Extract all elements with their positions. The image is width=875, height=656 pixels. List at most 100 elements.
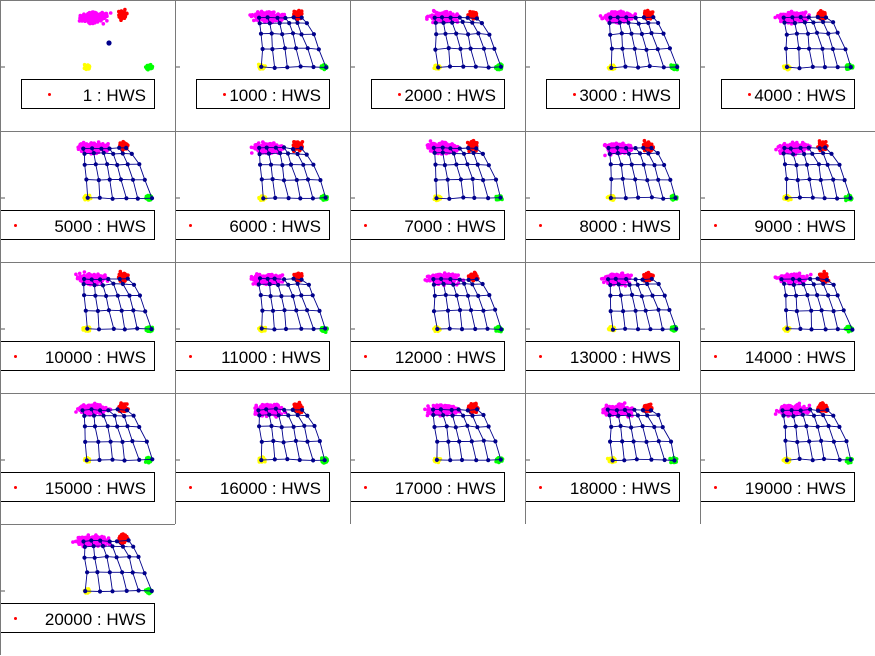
network-node	[81, 282, 86, 287]
legend-marker-icon	[14, 617, 17, 620]
network-node	[451, 282, 456, 287]
network-node	[782, 281, 787, 286]
network-node	[131, 544, 136, 549]
network-node	[298, 196, 303, 201]
network-node	[608, 162, 613, 167]
legend-label: 18000 : HWS	[569, 479, 671, 498]
network-node	[641, 162, 646, 167]
network-node	[84, 177, 89, 182]
network-node	[784, 176, 789, 182]
network-node	[265, 15, 270, 20]
network-mesh	[781, 145, 853, 201]
network-node	[789, 408, 794, 413]
network-node	[487, 32, 492, 37]
network-node	[808, 276, 813, 281]
subplot-axes	[351, 8, 504, 72]
network-node	[91, 413, 97, 418]
network-node	[608, 309, 613, 314]
network-node	[311, 458, 316, 463]
network-node	[624, 276, 629, 282]
network-node	[448, 15, 453, 20]
subplot-panel: 16000 : HWS	[175, 393, 350, 524]
network-node	[620, 46, 625, 51]
network-node	[267, 282, 272, 287]
network-node	[608, 282, 613, 288]
network-node	[305, 308, 310, 313]
network-node	[323, 326, 328, 331]
network-node	[101, 413, 106, 418]
subplot-panel: 1000 : HWS	[175, 0, 350, 131]
network-node	[640, 408, 645, 413]
network-node	[474, 146, 479, 151]
network-node	[837, 424, 842, 429]
network-node	[609, 46, 614, 51]
subplot-panel: 3000 : HWS	[525, 0, 700, 131]
network-node	[817, 146, 822, 151]
network-node	[115, 407, 120, 412]
network-node	[619, 162, 624, 167]
network-node	[606, 277, 611, 282]
network-node	[499, 327, 504, 332]
network-node	[445, 308, 451, 313]
network-node	[636, 195, 641, 200]
network-mesh	[607, 15, 680, 70]
network-node	[276, 282, 281, 288]
network-node	[824, 277, 829, 282]
network-node	[433, 20, 438, 25]
network-node	[259, 326, 264, 331]
network-node	[82, 555, 87, 560]
network-node	[821, 413, 826, 418]
network-node	[635, 327, 641, 332]
network-node	[805, 31, 811, 36]
red-cluster	[816, 139, 829, 153]
network-node	[295, 413, 300, 418]
network-node	[96, 327, 102, 332]
network-node	[441, 413, 446, 418]
network-mesh	[256, 406, 327, 463]
network-node	[101, 150, 106, 155]
network-node	[89, 277, 94, 282]
network-node	[800, 412, 805, 417]
network-node	[257, 152, 262, 157]
network-node	[674, 326, 679, 331]
subplot-panel: 20000 : HWS	[0, 524, 175, 655]
network-node	[282, 407, 287, 412]
network-node	[110, 589, 115, 594]
network-node	[310, 293, 315, 298]
network-node	[302, 423, 307, 428]
network-node	[443, 292, 448, 298]
network-node	[90, 146, 95, 151]
network-node	[99, 146, 104, 151]
network-node	[794, 163, 799, 168]
network-node	[632, 407, 637, 412]
network-node	[295, 20, 300, 25]
legend-marker-icon	[539, 486, 542, 489]
network-node	[454, 293, 459, 298]
network-node	[311, 32, 316, 37]
network-node	[618, 293, 623, 298]
network-node	[106, 40, 112, 46]
network-node	[473, 326, 478, 332]
network-node	[311, 162, 316, 167]
network-node	[850, 327, 855, 332]
network-node	[149, 196, 155, 201]
network-node	[457, 15, 462, 20]
network-node	[85, 326, 90, 331]
network-node	[475, 407, 480, 412]
network-node	[781, 15, 786, 20]
network-node	[137, 457, 142, 462]
network-node	[256, 408, 261, 413]
legend: 1000 : HWS	[196, 79, 330, 109]
network-node	[622, 458, 627, 463]
network-node	[269, 31, 274, 36]
network-node	[114, 555, 119, 560]
network-node	[98, 538, 103, 543]
network-node	[264, 407, 269, 412]
network-node	[450, 20, 455, 25]
network-node	[811, 282, 816, 287]
network-node	[804, 424, 809, 429]
network-node	[104, 293, 109, 299]
legend-marker-icon	[539, 355, 542, 358]
network-node	[92, 555, 97, 560]
network-node	[122, 327, 127, 332]
